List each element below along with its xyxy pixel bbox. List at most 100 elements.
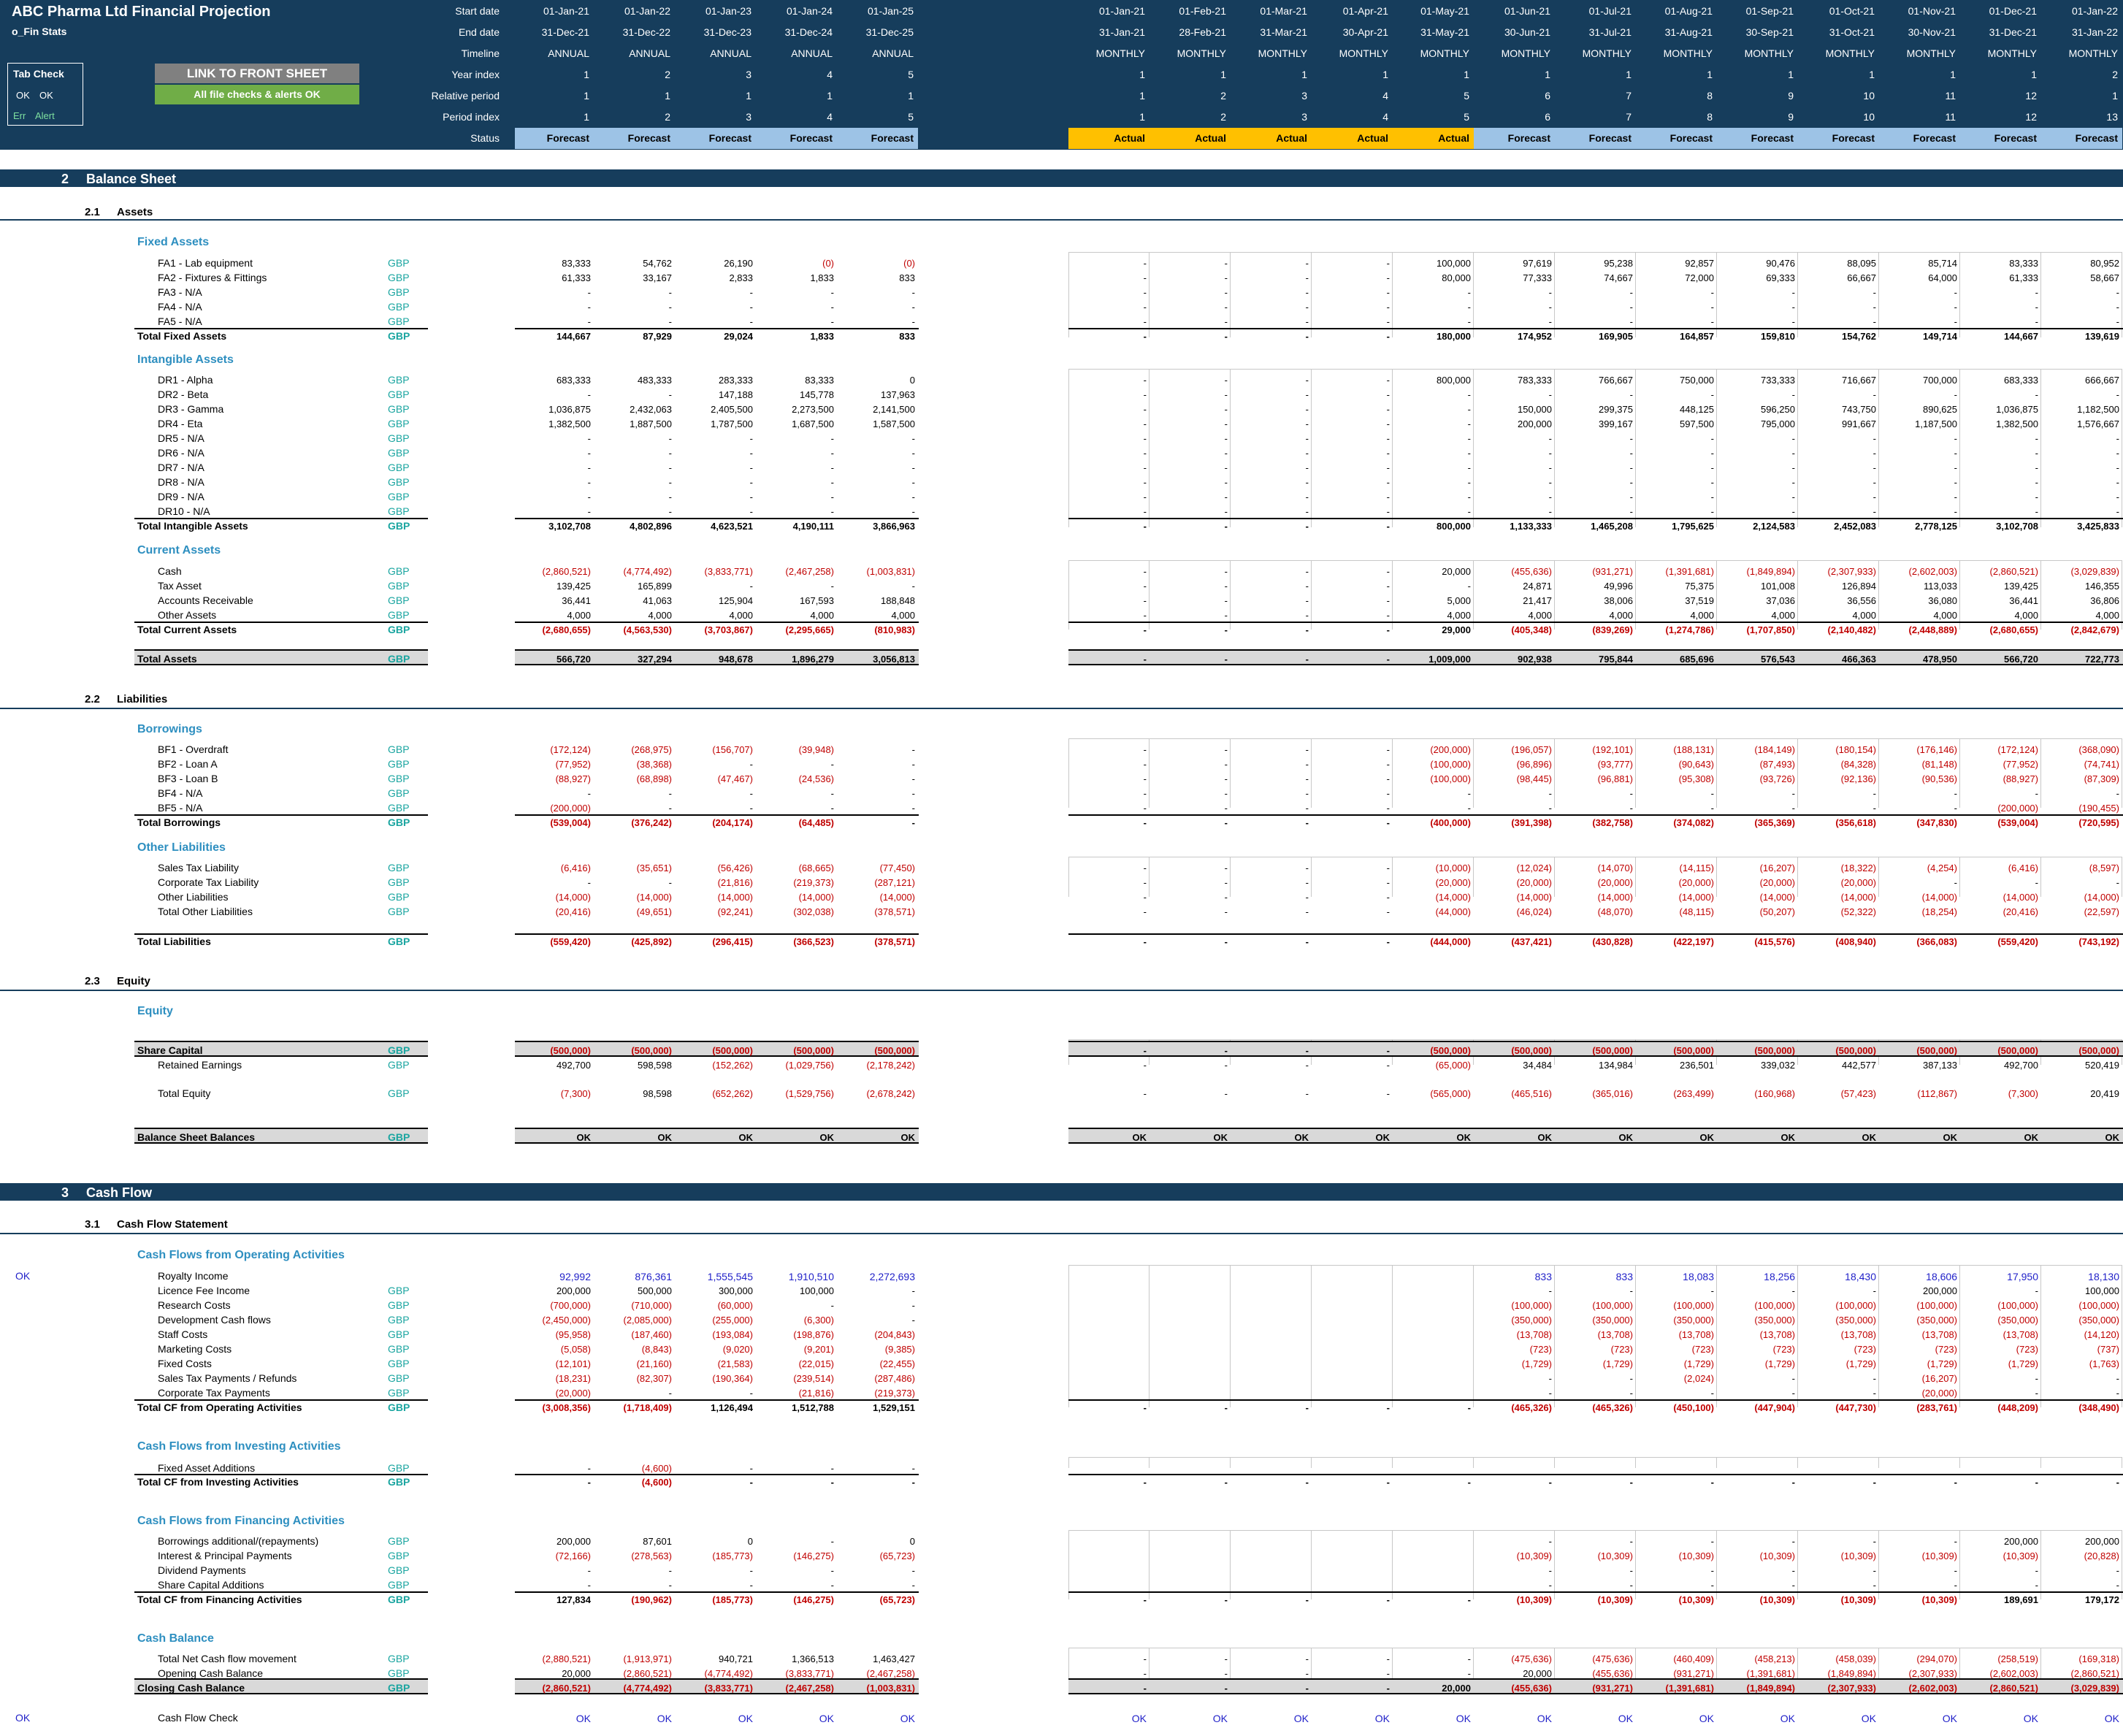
grid-line [1230, 1648, 1231, 1688]
value-cell: (465,326) [1511, 1402, 1552, 1413]
value-cell: - [911, 773, 915, 784]
value-cell: - [1386, 595, 1390, 606]
value-cell: 1,465,208 [1591, 521, 1633, 532]
value-cell: (72,166) [555, 1550, 591, 1561]
value-cell: - [749, 1565, 753, 1576]
row-label: Retained Earnings [158, 1059, 242, 1071]
value-cell: (500,000) [550, 1045, 591, 1056]
value-cell: - [1629, 316, 1633, 327]
value-cell: (350,000) [1916, 1315, 1957, 1326]
grid-line [1392, 1648, 1393, 1688]
grid-line [2040, 1457, 2041, 1468]
value-cell: (263,499) [1673, 1088, 1714, 1099]
value-cell: - [1224, 624, 1228, 635]
value-cell: - [2116, 462, 2119, 473]
value-cell: (422,197) [1673, 936, 1714, 947]
link-to-front-sheet-button[interactable]: LINK TO FRONT SHEET [155, 64, 359, 83]
file-checks-status-button[interactable]: All file checks & alerts OK [155, 85, 359, 104]
value-cell: 200,000 [1923, 1285, 1957, 1296]
status-forecast-badge: Forecast [1474, 128, 1555, 149]
value-cell: (190,962) [631, 1594, 672, 1605]
value-cell: - [1791, 389, 1795, 400]
value-cell: - [1954, 448, 1957, 459]
value-cell: - [1791, 477, 1795, 488]
value-cell: - [1386, 521, 1390, 532]
value-cell: (90,643) [1678, 759, 1714, 770]
monthly-rel-cell: 4 [1382, 90, 1388, 102]
value-cell: (172,124) [550, 744, 591, 755]
currency-label: GBP [388, 491, 410, 502]
value-cell: (1,729) [2008, 1358, 2038, 1369]
grid-line [1068, 1265, 2122, 1266]
value-cell: (13,708) [1516, 1329, 1552, 1340]
section-bar-balance-sheet [0, 169, 2123, 187]
value-cell: 66,667 [1847, 272, 1876, 283]
value-cell: 180,000 [1437, 331, 1471, 342]
value-cell: (14,000) [636, 892, 672, 903]
annual-timeline-cell: ANNUAL [872, 47, 914, 59]
value-cell: - [1791, 492, 1795, 502]
value-cell: - [2116, 1477, 2119, 1488]
value-cell: - [2116, 1565, 2119, 1576]
value-cell: (198,876) [793, 1329, 834, 1340]
value-cell: (1,729) [1927, 1358, 1957, 1369]
total-rule [1068, 1142, 2123, 1144]
value-cell: - [1386, 389, 1390, 400]
value-cell: (172,124) [1997, 744, 2038, 755]
total-highlight [1068, 651, 2123, 664]
currency-label: GBP [388, 802, 410, 814]
value-cell: - [2035, 389, 2038, 400]
value-cell: - [587, 1477, 591, 1488]
value-cell: (1,391,681) [1665, 566, 1715, 577]
value-cell: - [1629, 1373, 1633, 1384]
grid-line [1716, 1648, 1717, 1688]
value-cell: - [1791, 1373, 1795, 1384]
value-cell: (539,004) [550, 817, 591, 828]
monthly-end-cell: 31-Mar-21 [1260, 26, 1307, 38]
value-cell: 4,000 [1771, 610, 1795, 621]
value-cell: (68,898) [636, 773, 672, 784]
check-ok-cell: OK [1537, 1713, 1552, 1724]
value-cell: (408,940) [1835, 936, 1876, 947]
value-cell: - [1305, 595, 1309, 606]
value-cell: 783,333 [1518, 375, 1552, 386]
value-cell: 743,750 [1842, 404, 1876, 415]
row-label: DR10 - N/A [158, 505, 210, 517]
row-label: Total Fixed Assets [137, 330, 227, 342]
value-cell: - [1386, 477, 1390, 488]
value-cell: - [1224, 462, 1228, 473]
value-cell: (931,271) [1673, 1668, 1714, 1679]
value-cell: - [911, 477, 915, 488]
value-cell: - [2035, 1388, 2038, 1399]
value-cell: 64,000 [1928, 272, 1957, 283]
value-cell: (14,000) [1597, 892, 1633, 903]
value-cell: - [1305, 302, 1309, 313]
check-ok-cell: OK [1699, 1713, 1714, 1724]
monthly-start-cell: 01-Jan-22 [2071, 5, 2118, 17]
grid-line [1068, 560, 2122, 561]
grid-line [1149, 560, 1150, 630]
value-cell: - [1143, 759, 1147, 770]
value-cell: - [1224, 433, 1228, 444]
total-highlight [515, 1129, 919, 1142]
value-cell: - [911, 448, 915, 459]
value-cell: - [1386, 744, 1390, 755]
value-cell: (1,529,756) [785, 1088, 835, 1099]
monthly-end-cell: 30-Nov-21 [1908, 26, 1956, 38]
value-cell: 766,667 [1599, 375, 1633, 386]
value-cell: (14,000) [1678, 892, 1714, 903]
value-cell: - [1224, 316, 1228, 327]
value-cell: - [830, 1580, 834, 1591]
value-cell: - [1954, 1565, 1957, 1576]
grid-line [1716, 560, 1717, 630]
value-cell: - [668, 492, 672, 502]
value-cell: - [830, 302, 834, 313]
monthly-end-cell: 30-Jun-21 [1504, 26, 1550, 38]
monthly-year-cell: 1 [1139, 69, 1145, 80]
value-cell: - [1143, 595, 1147, 606]
value-cell: 1,512,788 [792, 1402, 834, 1413]
value-cell: 1,126,494 [711, 1402, 753, 1413]
value-cell: - [1143, 1683, 1147, 1694]
grid-line [1473, 1265, 1474, 1407]
value-cell: 92,857 [1685, 258, 1714, 269]
